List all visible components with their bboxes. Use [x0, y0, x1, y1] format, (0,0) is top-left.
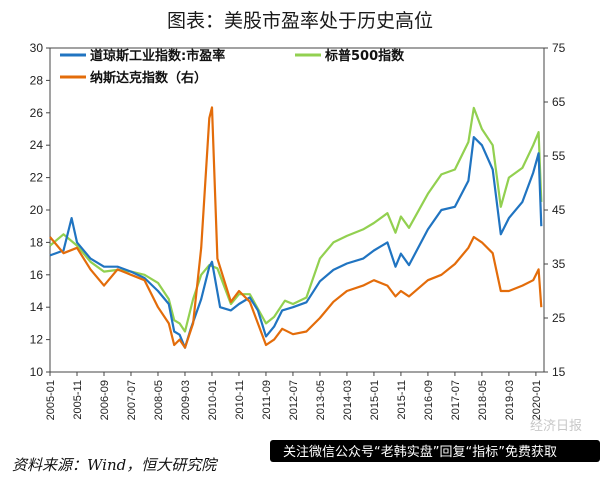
x-tick-label: 2008-05	[153, 380, 165, 420]
series-line-nasdaq	[49, 106, 543, 349]
series-layer	[49, 106, 543, 349]
series-line-dow	[49, 136, 543, 349]
y-left-tick-label: 16	[30, 268, 44, 282]
y-left-tick-label: 24	[30, 138, 44, 152]
y-right-tick-label: 45	[552, 203, 566, 217]
x-tick-label: 2005-01	[45, 380, 57, 420]
series-line-sp500	[49, 106, 543, 333]
legend-label-sp500: 标普500指数	[324, 48, 405, 64]
y-left-tick-label: 30	[30, 41, 44, 55]
watermark: 经济日报	[530, 419, 582, 434]
x-tick-label: 2015-11	[396, 380, 408, 420]
x-tick-label: 2019-03	[504, 380, 516, 420]
legend: 道琼斯工业指数:市盈率 标普500指数 纳斯达克指数（右）	[60, 48, 405, 86]
x-tick-label: 2011-09	[261, 380, 273, 420]
x-tick-label: 2006-09	[99, 380, 111, 420]
x-tick-label: 2016-09	[423, 380, 435, 420]
y-axis-right: 15 25 35 45 55 65 75	[544, 41, 566, 379]
plot-area	[49, 47, 545, 373]
x-axis: 2005-01 2005-11 2006-09 2007-07 2008-05 2009-…	[45, 372, 543, 420]
chart-title: 图表：美股市盈率处于历史高位	[167, 10, 433, 32]
x-tick-label: 2009-03	[180, 380, 192, 420]
banner-text: 关注微信公众号“老韩实盘”回复“指标”免费获取	[283, 444, 557, 460]
x-tick-label: 2018-05	[477, 380, 489, 420]
x-tick-label: 2007-07	[126, 380, 138, 420]
x-tick-label: 2010-11	[234, 380, 246, 420]
source-note: 资料来源：Wind，恒大研究院	[12, 456, 218, 474]
x-tick-label: 2010-01	[207, 380, 219, 420]
x-tick-label: 2013-05	[315, 380, 327, 420]
x-tick-label: 2005-11	[72, 380, 84, 420]
y-right-tick-label: 55	[552, 149, 566, 163]
y-left-tick-label: 20	[30, 203, 44, 217]
y-axis-left: 10 12 14 16 18 20 22 24 26 28 30	[30, 41, 50, 379]
banner	[270, 440, 600, 462]
x-tick-label: 2012-07	[288, 380, 300, 420]
y-right-tick-label: 15	[552, 365, 566, 379]
y-left-tick-label: 28	[30, 73, 44, 87]
y-right-tick-label: 75	[552, 41, 566, 55]
y-right-tick-label: 65	[552, 95, 566, 109]
legend-label-dow: 道琼斯工业指数:市盈率	[90, 48, 225, 64]
y-left-tick-label: 12	[30, 333, 44, 347]
y-left-tick-label: 10	[30, 365, 44, 379]
x-tick-label: 2014-03	[342, 380, 354, 420]
y-left-tick-label: 22	[30, 171, 44, 185]
y-left-tick-label: 18	[30, 235, 44, 249]
x-tick-label: 2017-07	[450, 380, 462, 420]
x-tick-label: 2020-01	[531, 380, 543, 420]
y-right-tick-label: 35	[552, 257, 566, 271]
y-right-tick-label: 25	[552, 311, 566, 325]
y-left-tick-label: 14	[30, 300, 44, 314]
x-tick-label: 2015-01	[369, 380, 381, 420]
y-left-tick-label: 26	[30, 106, 44, 120]
legend-label-nasdaq: 纳斯达克指数（右）	[90, 70, 207, 86]
